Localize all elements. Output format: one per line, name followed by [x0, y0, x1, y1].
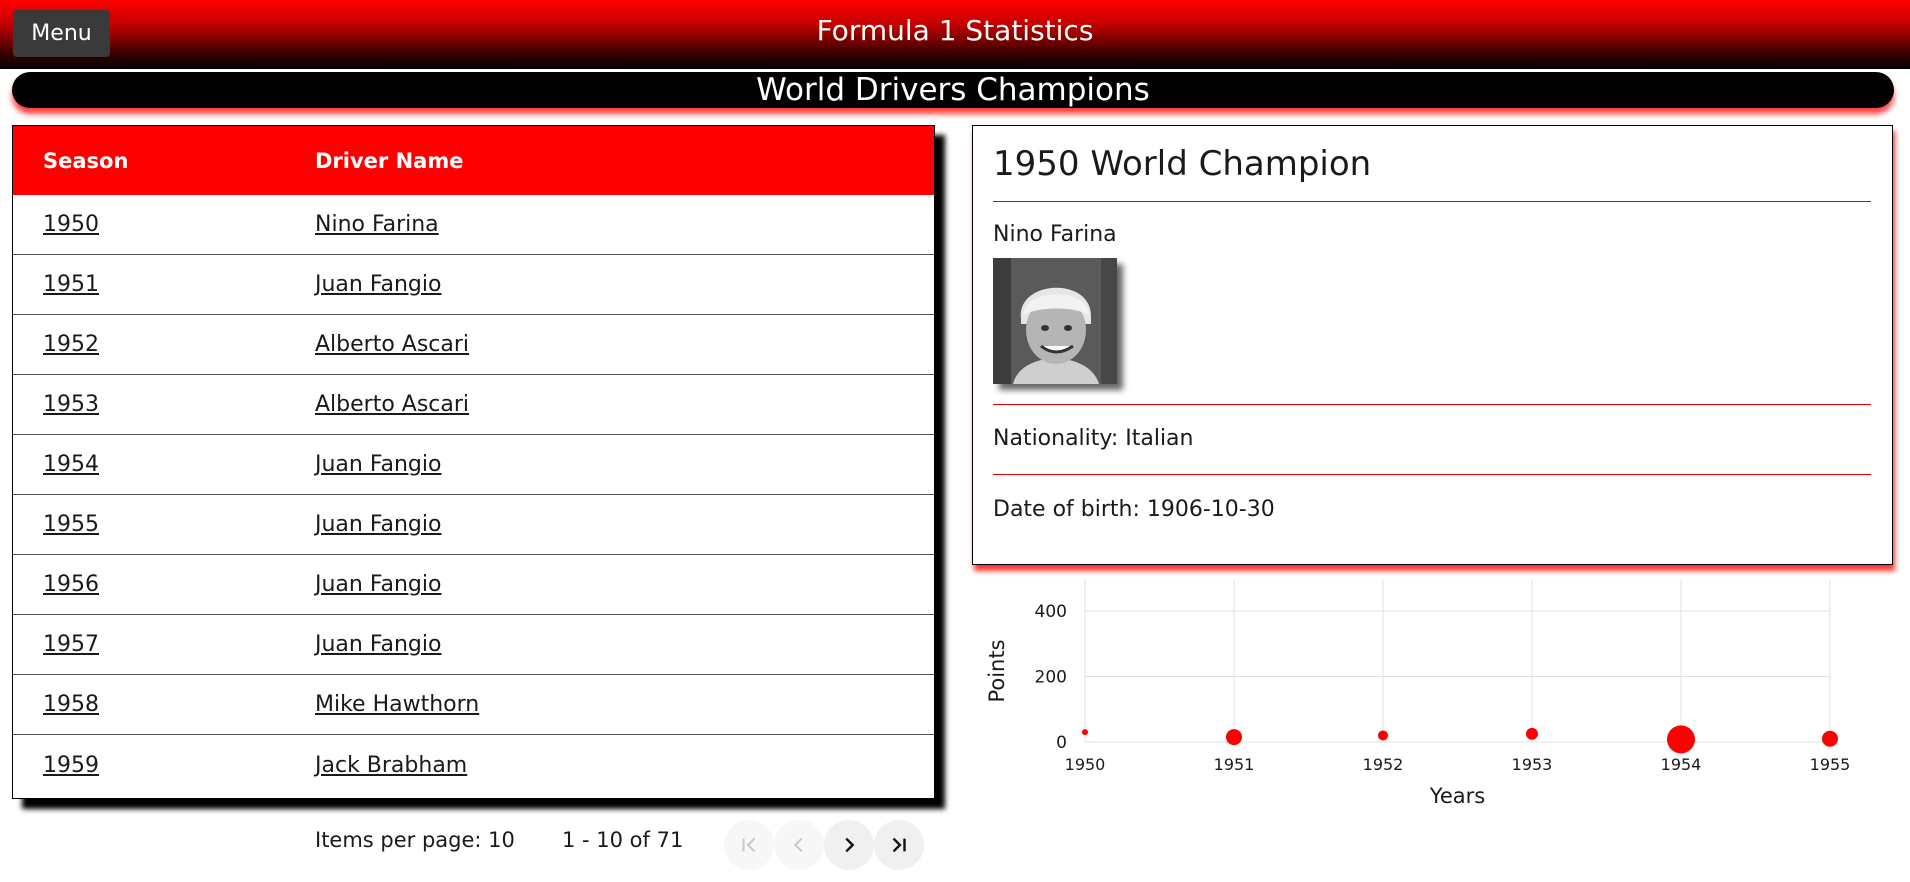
season-link[interactable]: 1951	[43, 272, 99, 297]
x-tick-label: 1954	[1661, 755, 1702, 774]
season-link[interactable]: 1954	[43, 452, 99, 477]
prev-page-button[interactable]	[774, 820, 824, 870]
season-link[interactable]: 1950	[43, 212, 99, 237]
driver-cell: Juan Fangio	[315, 572, 934, 597]
x-tick-label: 1951	[1214, 755, 1255, 774]
season-cell: 1951	[13, 272, 315, 297]
driver-cell: Juan Fangio	[315, 272, 934, 297]
y-tick-label: 200	[1035, 668, 1067, 688]
next-page-button[interactable]	[824, 820, 874, 870]
x-tick-label: 1952	[1363, 755, 1404, 774]
driver-cell: Juan Fangio	[315, 452, 934, 477]
table-row: 1950 Nino Farina	[13, 195, 934, 255]
champions-table: Season Driver Name 1950 Nino Farina 1951 Ju…	[12, 125, 935, 799]
detail-date-of-birth: Date of birth: 1906-10-30	[993, 497, 1275, 522]
champion-detail-card: 1950 World Champion Nino Farina National…	[972, 125, 1893, 565]
x-tick-label: 1953	[1512, 755, 1553, 774]
driver-link[interactable]: Juan Fangio	[315, 272, 442, 297]
x-tick-label: 1950	[1065, 755, 1106, 774]
driver-link[interactable]: Nino Farina	[315, 212, 439, 237]
items-per-page-label: Items per page: 10	[315, 828, 515, 852]
season-cell: 1959	[13, 753, 315, 778]
driver-cell: Mike Hawthorn	[315, 692, 934, 717]
points-chart: 0 200 400 1950 1951 1952 1953 1954 1955 Years Poin…	[985, 580, 1851, 808]
driver-photo	[993, 258, 1117, 384]
paginator: Items per page: 10 1 - 10 of 71	[12, 820, 942, 872]
driver-link[interactable]: Jack Brabham	[315, 752, 468, 778]
table-row: 1959 Jack Brabham	[13, 735, 934, 795]
season-cell: 1954	[13, 452, 315, 477]
table-row: 1951 Juan Fangio	[13, 255, 934, 315]
driver-link[interactable]: Alberto Ascari	[315, 392, 470, 417]
season-cell: 1955	[13, 512, 315, 537]
x-tick-label: 1955	[1810, 755, 1851, 774]
table-header: Season Driver Name	[13, 126, 934, 195]
last-page-icon	[892, 837, 906, 853]
driver-cell: Alberto Ascari	[315, 392, 934, 417]
column-header-season[interactable]: Season	[43, 148, 129, 173]
first-page-button[interactable]	[724, 820, 774, 870]
detail-nationality: Nationality: Italian	[993, 426, 1194, 451]
menu-button[interactable]: Menu	[13, 10, 110, 57]
season-link[interactable]: 1959	[43, 752, 99, 778]
season-link[interactable]: 1958	[43, 692, 99, 717]
season-cell: 1958	[13, 692, 315, 717]
table-row: 1953 Alberto Ascari	[13, 375, 934, 435]
data-point	[1378, 730, 1388, 741]
page-title: World Drivers Champions	[12, 72, 1894, 108]
divider	[993, 474, 1871, 475]
table-row: 1956 Juan Fangio	[13, 555, 934, 615]
season-cell: 1952	[13, 332, 315, 357]
app-title: Formula 1 Statistics	[816, 14, 1094, 47]
driver-link[interactable]: Juan Fangio	[315, 512, 442, 537]
season-link[interactable]: 1952	[43, 332, 99, 357]
data-point	[1526, 727, 1538, 740]
table-row: 1957 Juan Fangio	[13, 615, 934, 675]
data-point	[1822, 730, 1838, 747]
prev-page-icon	[793, 837, 803, 853]
driver-link[interactable]: Juan Fangio	[315, 572, 442, 597]
driver-cell: Jack Brabham	[315, 753, 934, 778]
y-axis-label: Points	[985, 639, 1009, 702]
y-tick-label: 0	[1056, 733, 1067, 753]
driver-cell: Alberto Ascari	[315, 332, 934, 357]
season-link[interactable]: 1953	[43, 392, 99, 417]
divider	[993, 201, 1871, 202]
data-point	[1082, 729, 1088, 736]
driver-link[interactable]: Juan Fangio	[315, 632, 442, 657]
season-link[interactable]: 1955	[43, 512, 99, 537]
last-page-button[interactable]	[874, 820, 924, 870]
season-cell: 1953	[13, 392, 315, 417]
driver-link[interactable]: Alberto Ascari	[315, 332, 470, 357]
data-point	[1667, 725, 1695, 754]
table-row: 1958 Mike Hawthorn	[13, 675, 934, 735]
x-axis-label: Years	[1429, 784, 1485, 808]
driver-portrait-image	[993, 258, 1117, 384]
season-link[interactable]: 1956	[43, 572, 99, 597]
season-link[interactable]: 1957	[43, 632, 99, 657]
data-point	[1226, 729, 1242, 746]
next-page-icon	[845, 837, 855, 853]
table-row: 1952 Alberto Ascari	[13, 315, 934, 375]
driver-cell: Juan Fangio	[315, 512, 934, 537]
page-range-label: 1 - 10 of 71	[562, 828, 684, 852]
table-body: 1950 Nino Farina 1951 Juan Fangio 1952 Albert…	[13, 195, 934, 795]
driver-link[interactable]: Juan Fangio	[315, 452, 442, 477]
detail-driver-name: Nino Farina	[993, 222, 1117, 247]
driver-cell: Nino Farina	[315, 212, 934, 237]
driver-cell: Juan Fangio	[315, 632, 934, 657]
divider	[993, 404, 1871, 405]
table-row: 1954 Juan Fangio	[13, 435, 934, 495]
first-page-icon	[742, 837, 756, 853]
column-header-driver[interactable]: Driver Name	[315, 148, 464, 173]
season-cell: 1957	[13, 632, 315, 657]
season-cell: 1956	[13, 572, 315, 597]
top-bar: Menu Formula 1 Statistics	[0, 0, 1910, 69]
y-tick-label: 400	[1035, 602, 1067, 622]
detail-title: 1950 World Champion	[993, 144, 1372, 184]
season-cell: 1950	[13, 212, 315, 237]
driver-link[interactable]: Mike Hawthorn	[315, 692, 480, 717]
table-row: 1955 Juan Fangio	[13, 495, 934, 555]
